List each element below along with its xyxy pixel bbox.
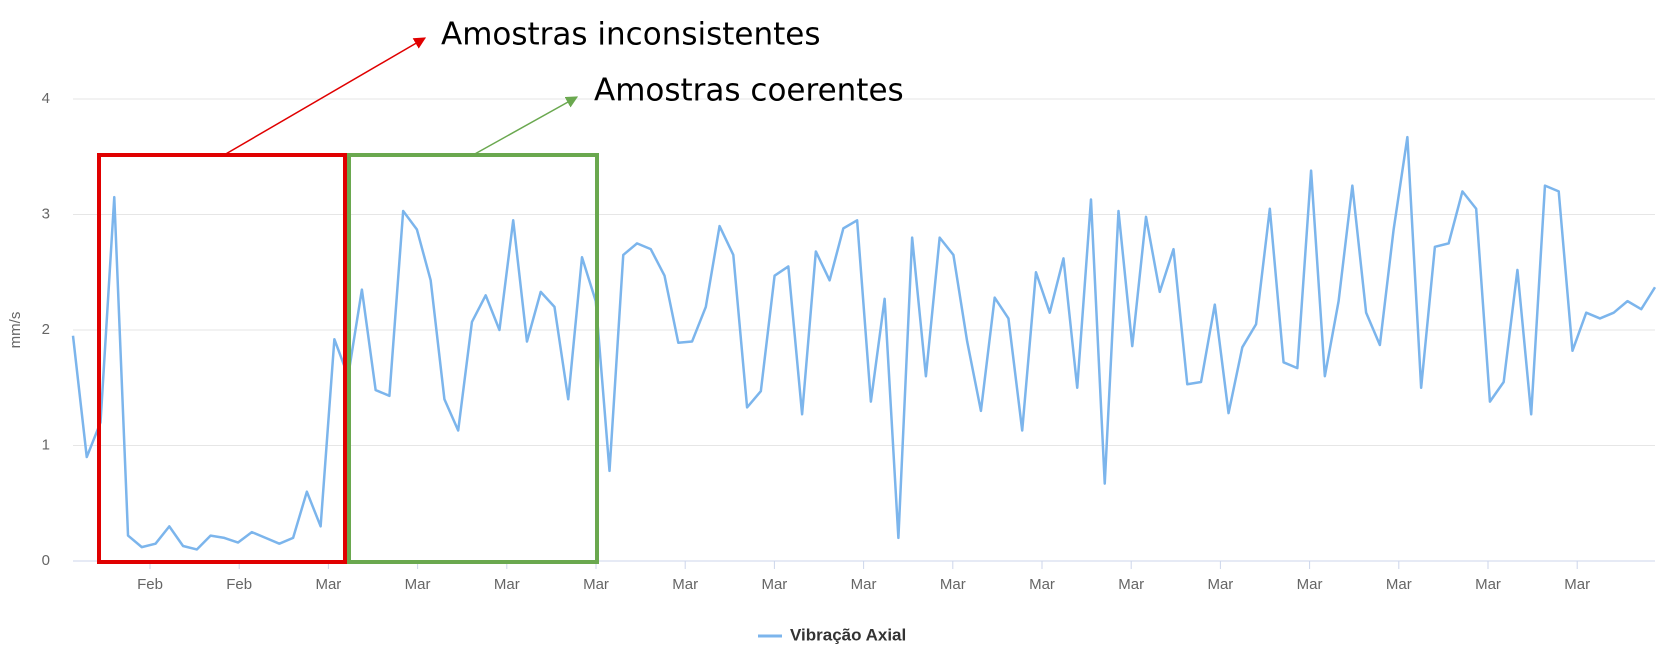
x-tick-label: Mar (494, 576, 520, 593)
x-tick-label: Mar (1029, 576, 1055, 593)
y-tick-label: 2 (42, 321, 50, 338)
x-tick-label: Mar (940, 576, 966, 593)
y-tick-label: 4 (42, 90, 50, 107)
legend-label: Vibração Axial (790, 625, 906, 644)
x-tick-label: Mar (761, 576, 787, 593)
arrow (223, 37, 427, 156)
line (71, 135, 1657, 551)
y-tick-label: 1 (42, 436, 50, 453)
x-tick-label: Mar (583, 576, 609, 593)
x-tick-label: Mar (1118, 576, 1144, 593)
arrow (472, 96, 579, 156)
y-tick-label: 3 (42, 205, 50, 222)
x-tick-label: Mar (1297, 576, 1323, 593)
x-tick-label: Feb (137, 576, 163, 593)
x-tick-label: Mar (1475, 576, 1501, 593)
annotation: Amostras inconsistentes (441, 17, 821, 53)
x-tick-label: Mar (1207, 576, 1233, 593)
x-tick-label: Mar (1386, 576, 1412, 593)
y-axis-label: mm/s (7, 312, 24, 349)
coherent-box (347, 153, 599, 564)
x-tick-label: Mar (851, 576, 877, 593)
inconsistent-box (97, 153, 347, 564)
x-tick-label: Mar (1564, 576, 1590, 593)
x-tick-label: Mar (672, 576, 698, 593)
annotation: Amostras coerentes (594, 73, 904, 109)
x-tick-label: Feb (226, 576, 252, 593)
x-tick-label: Mar (405, 576, 431, 593)
x-tick-label: Mar (315, 576, 341, 593)
y-tick-label: 0 (42, 552, 50, 569)
